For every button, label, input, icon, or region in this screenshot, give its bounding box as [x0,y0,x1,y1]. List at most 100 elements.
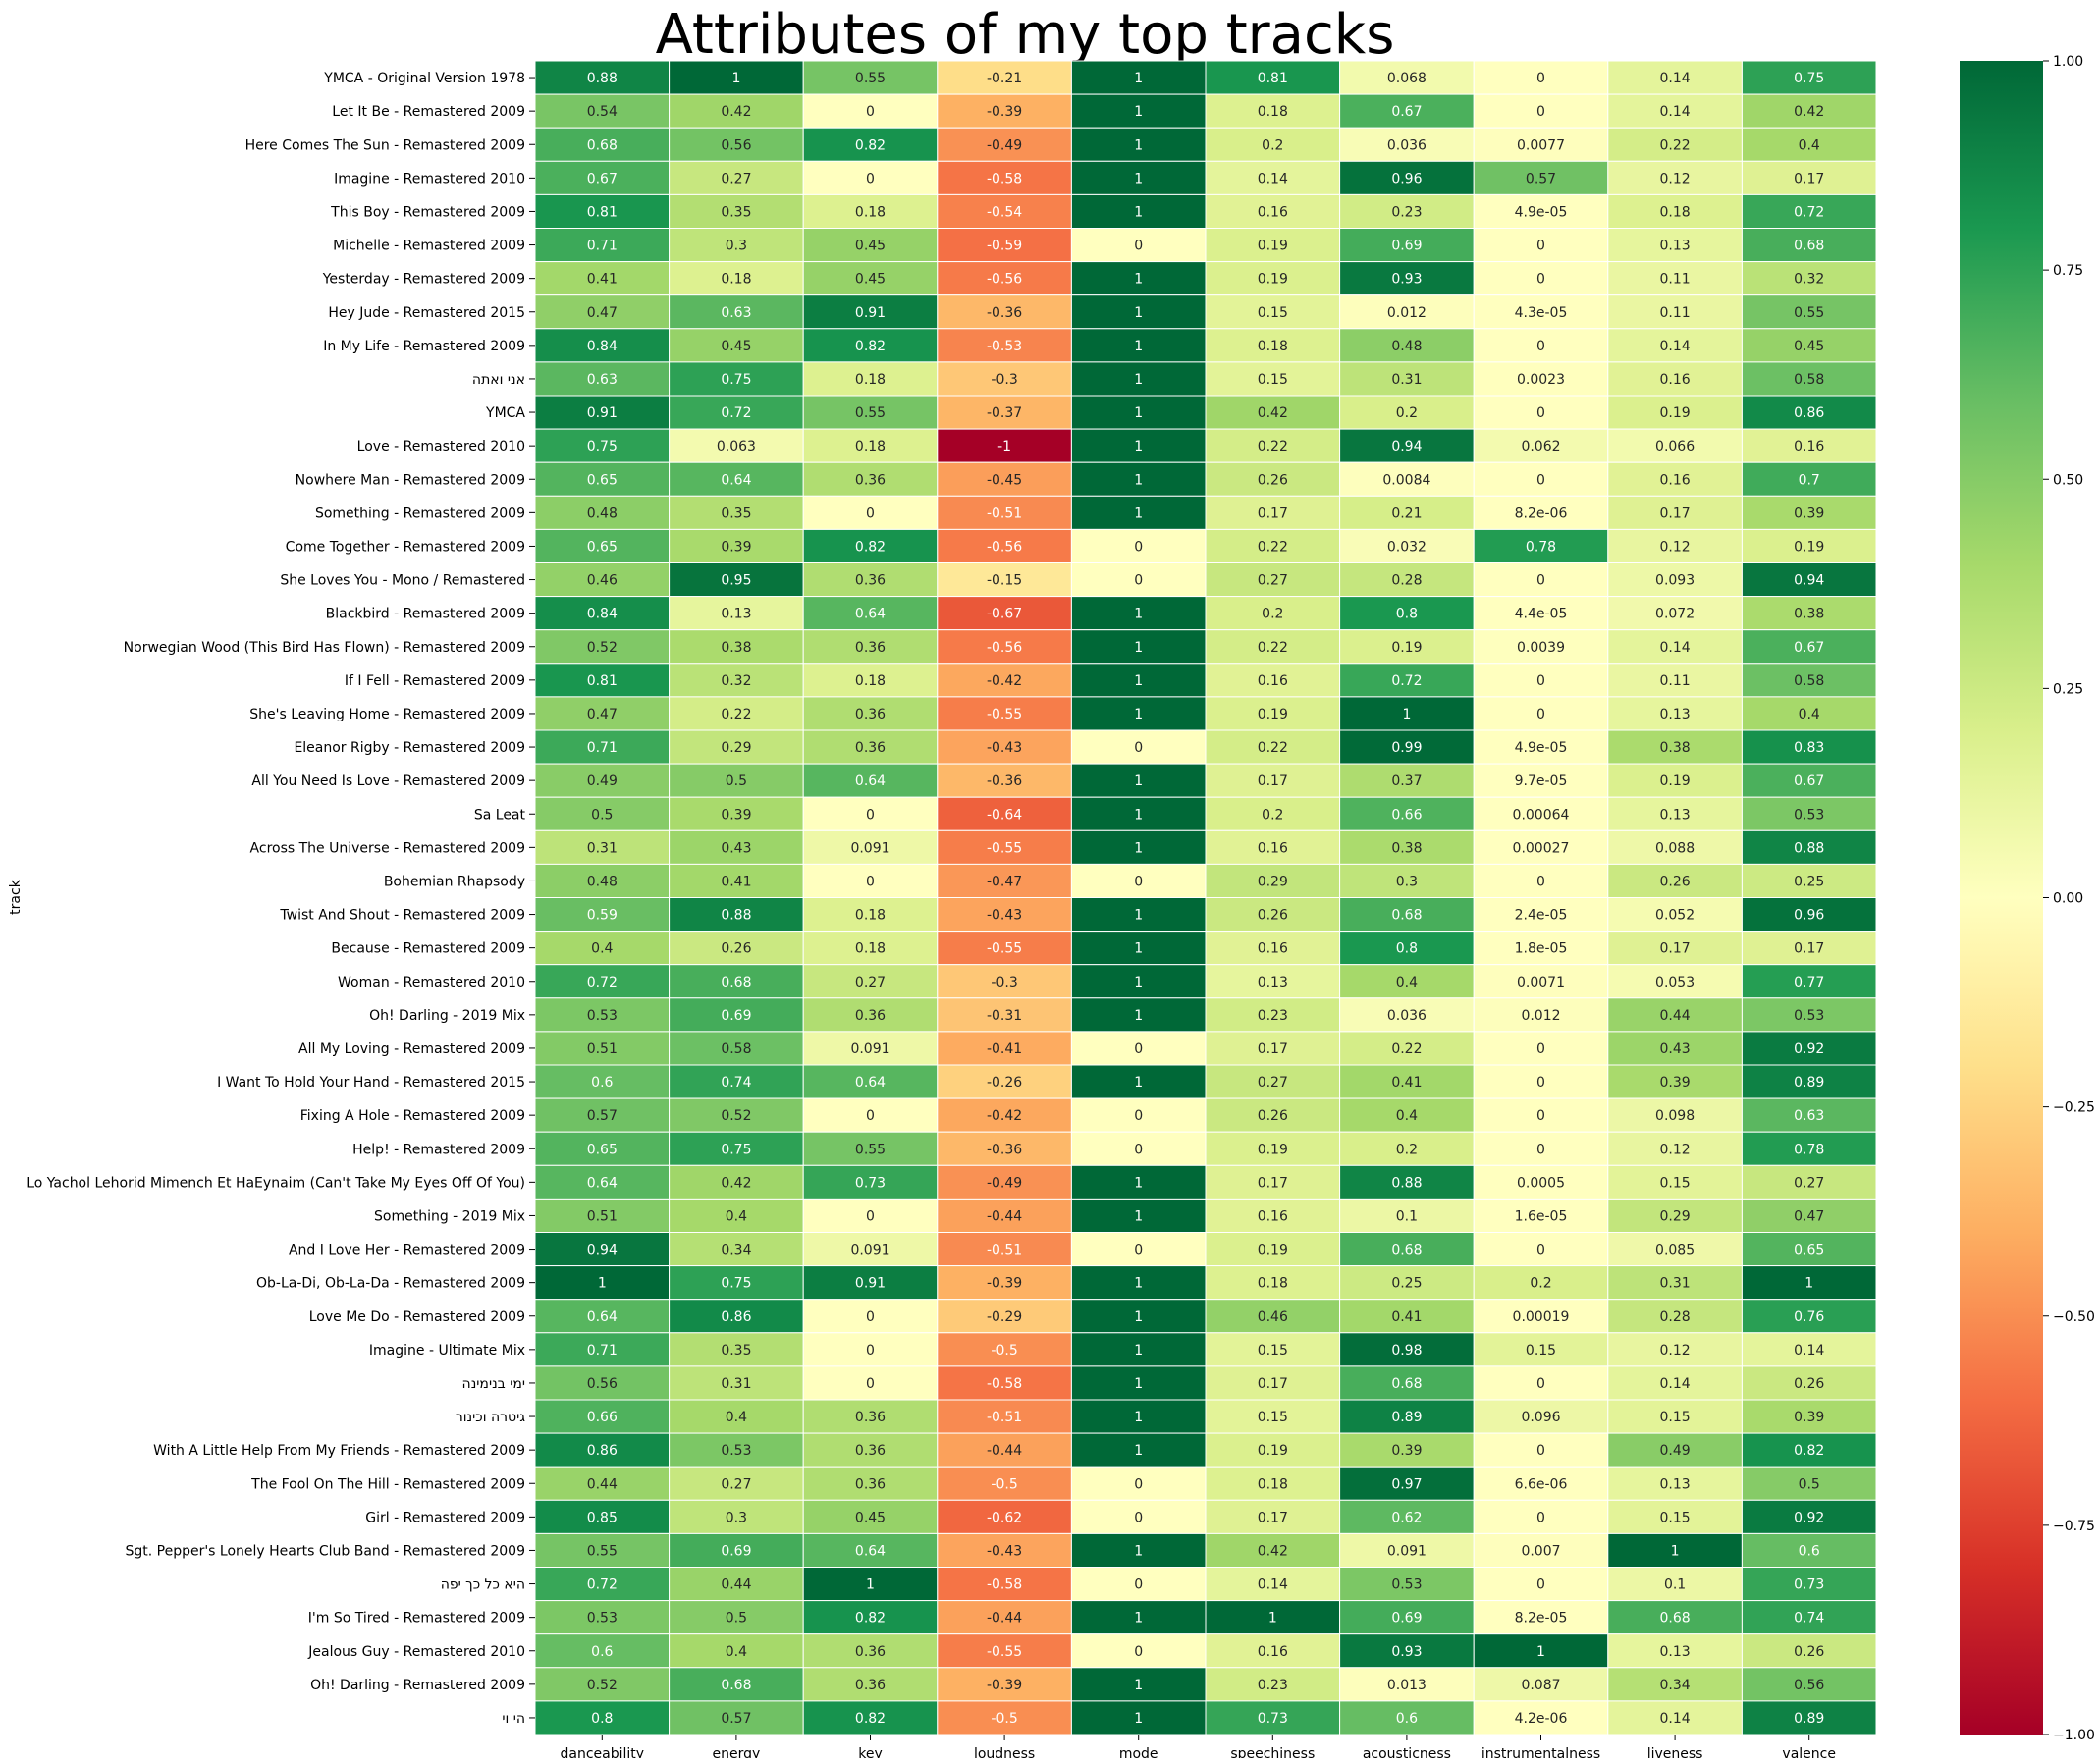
cell-value-label: 0.89 [1794,1711,1824,1727]
y-tick-label: If I Fell - Remastered 2009 [345,673,525,689]
heatmap-cell [1473,1399,1609,1434]
heatmap-cell [802,629,939,665]
cell-value-label: 0 [1536,1443,1545,1459]
heatmap-cell [1339,1332,1475,1367]
cell-value-label: 0.93 [1391,272,1422,288]
cell-value-label: 0.81 [587,204,618,220]
heatmap-cell [802,931,939,966]
cell-value-label: 0.54 [587,104,618,120]
cell-value-label: 0.4 [1799,707,1820,722]
cell-value-label: 0.63 [721,305,751,321]
heatmap-cell [802,528,939,564]
cell-value-label: 0.99 [1391,740,1422,756]
heatmap-cell [802,395,939,430]
heatmap-cell [1205,1365,1341,1401]
heatmap-cell [534,228,671,263]
heatmap-cell [1070,1365,1207,1401]
cell-value-label: 0.18 [855,941,886,957]
heatmap-cell [1607,1332,1743,1367]
cell-value-label: 0.58 [1794,372,1824,388]
y-tick-label: All My Loving - Remastered 2009 [298,1041,525,1057]
cell-value-label: 0.95 [721,573,751,589]
cell-value-label: 0.22 [1391,1041,1422,1057]
heatmap-cell [534,596,671,631]
cell-value-label: 1 [1134,104,1143,120]
cell-value-label: 0.25 [1794,874,1824,889]
heatmap-cell [1473,629,1609,665]
heatmap-cell [937,1667,1072,1702]
cell-value-label: 0.4 [1396,1108,1418,1124]
heatmap-cell [1473,1265,1609,1301]
cell-value-label: 0.091 [850,840,889,856]
cell-value-label: 0.23 [1391,204,1422,220]
heatmap-cell [1205,1600,1341,1635]
cell-value-label: 0.64 [587,1309,618,1325]
cell-value-label: 0.72 [587,975,618,990]
heatmap-cell [1205,294,1341,330]
heatmap-cell [1339,796,1475,831]
y-tick-label: Ob-La-Di, Ob-La-Da - Remastered 2009 [256,1276,525,1292]
cell-value-label: 0 [1134,1644,1143,1660]
cell-value-label: 4.9e-05 [1515,740,1568,756]
cell-value-label: 0.58 [721,1041,751,1057]
column-labels: danceability energy key loudness mode speechi… [561,1735,1836,1762]
y-tick-label: Imagine - Remastered 2010 [334,171,525,187]
cell-value-label: 4.9e-05 [1515,204,1568,220]
cell-value-label: 0.47 [1794,1208,1824,1224]
y-tick-label: I'm So Tired - Remastered 2009 [308,1611,525,1627]
cell-value-label: 1 [1134,137,1143,153]
cell-value-label: 0.18 [855,204,886,220]
heatmap-cell [1070,1499,1207,1534]
cell-value-label: 0.11 [1660,305,1691,321]
heatmap-cell [1607,1365,1743,1401]
cell-value-label: 0.82 [1794,1443,1824,1459]
cell-value-label: 0.18 [855,372,886,388]
cell-value-label: 0 [1536,1376,1545,1392]
cell-value-label: 0.23 [1258,1678,1288,1693]
y-tick-label: All You Need Is Love - Remastered 2009 [251,774,525,789]
cell-value-label: 0.88 [721,908,751,924]
heatmap-cell [937,93,1072,129]
heatmap-cell [802,696,939,731]
heatmap-cell [534,361,671,397]
cell-value-label: 0.64 [855,607,886,622]
heatmap-cell [1339,294,1475,330]
cell-value-label: 0.64 [855,1543,886,1559]
cell-value-label: 0 [1536,1510,1545,1525]
y-tick-label: Something - Remastered 2009 [315,506,525,521]
cell-value-label: 0.78 [1794,1142,1824,1157]
heatmap-cell [1205,160,1341,195]
cell-value-label: 0.27 [721,171,751,187]
cell-value-label: 0.88 [1391,1175,1422,1191]
cell-value-label: 0.48 [587,874,618,889]
cell-value-label: 0.92 [1794,1041,1824,1057]
cell-value-label: 0.34 [721,1243,751,1258]
heatmap-cell [1607,1399,1743,1434]
cell-value-label: 0.17 [1660,506,1691,521]
heatmap-cell [1741,1131,1877,1166]
heatmap-cell [1741,328,1877,363]
cell-value-label: 0.013 [1387,1678,1427,1693]
cell-value-label: 0.75 [721,1276,751,1292]
y-tick-label: Nowhere Man - Remastered 2009 [296,472,525,488]
cell-value-label: 0.0005 [1517,1175,1565,1191]
cell-value-label: 0.063 [717,439,756,454]
heatmap-cell [1070,629,1207,665]
heatmap-cell [1741,829,1877,865]
cell-value-label: 1 [1134,204,1143,220]
heatmap-cell [1070,361,1207,397]
cell-value-label: 1 [1134,807,1143,823]
cell-value-label: -0.55 [987,1644,1022,1660]
cell-value-label: 1 [1134,171,1143,187]
cell-value-label: 0.89 [1391,1410,1422,1425]
cell-value-label: 0.57 [1526,171,1556,187]
heatmap-cell [937,261,1072,296]
cell-value-label: 4.4e-05 [1515,607,1568,622]
heatmap-cell [937,1499,1072,1534]
cell-value-label: 0.36 [855,740,886,756]
cell-value-label: 0.15 [1660,1410,1691,1425]
heatmap-cell [1741,796,1877,831]
heatmap-cell [669,796,804,831]
heatmap-cell [937,1198,1072,1234]
heatmap-cell [1741,1667,1877,1702]
